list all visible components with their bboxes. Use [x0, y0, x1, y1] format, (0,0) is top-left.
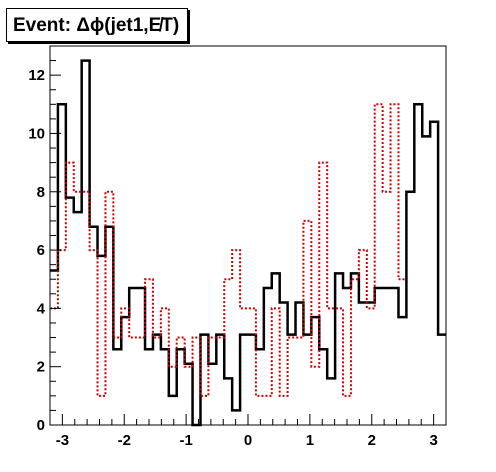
y-tick-label: 8: [37, 184, 45, 201]
x-tick-label: -3: [56, 432, 69, 449]
y-tick-label: 0: [37, 417, 45, 434]
chart-title-box: Event: Δϕ(jet1,E̸T): [6, 8, 188, 42]
x-tick-label: -1: [179, 432, 192, 449]
x-tick-label: 1: [306, 432, 314, 449]
y-tick-label: 10: [28, 125, 45, 142]
x-tick-label: -2: [118, 432, 131, 449]
plot-frame: [49, 45, 447, 426]
y-tick-label: 2: [37, 359, 45, 376]
x-tick-label: 0: [244, 432, 252, 449]
series-1-solid-histogram: [50, 59, 446, 427]
series-2-dotted-histogram: [50, 103, 407, 397]
series-layer: [50, 59, 446, 427]
x-tick-label: 3: [429, 432, 437, 449]
x-tick-label: 2: [368, 432, 376, 449]
y-tick-label: 6: [37, 242, 45, 259]
chart-title: Event: Δϕ(jet1,E̸T): [13, 15, 180, 36]
y-tick-label: 12: [28, 67, 45, 84]
y-tick-label: 4: [37, 300, 46, 317]
